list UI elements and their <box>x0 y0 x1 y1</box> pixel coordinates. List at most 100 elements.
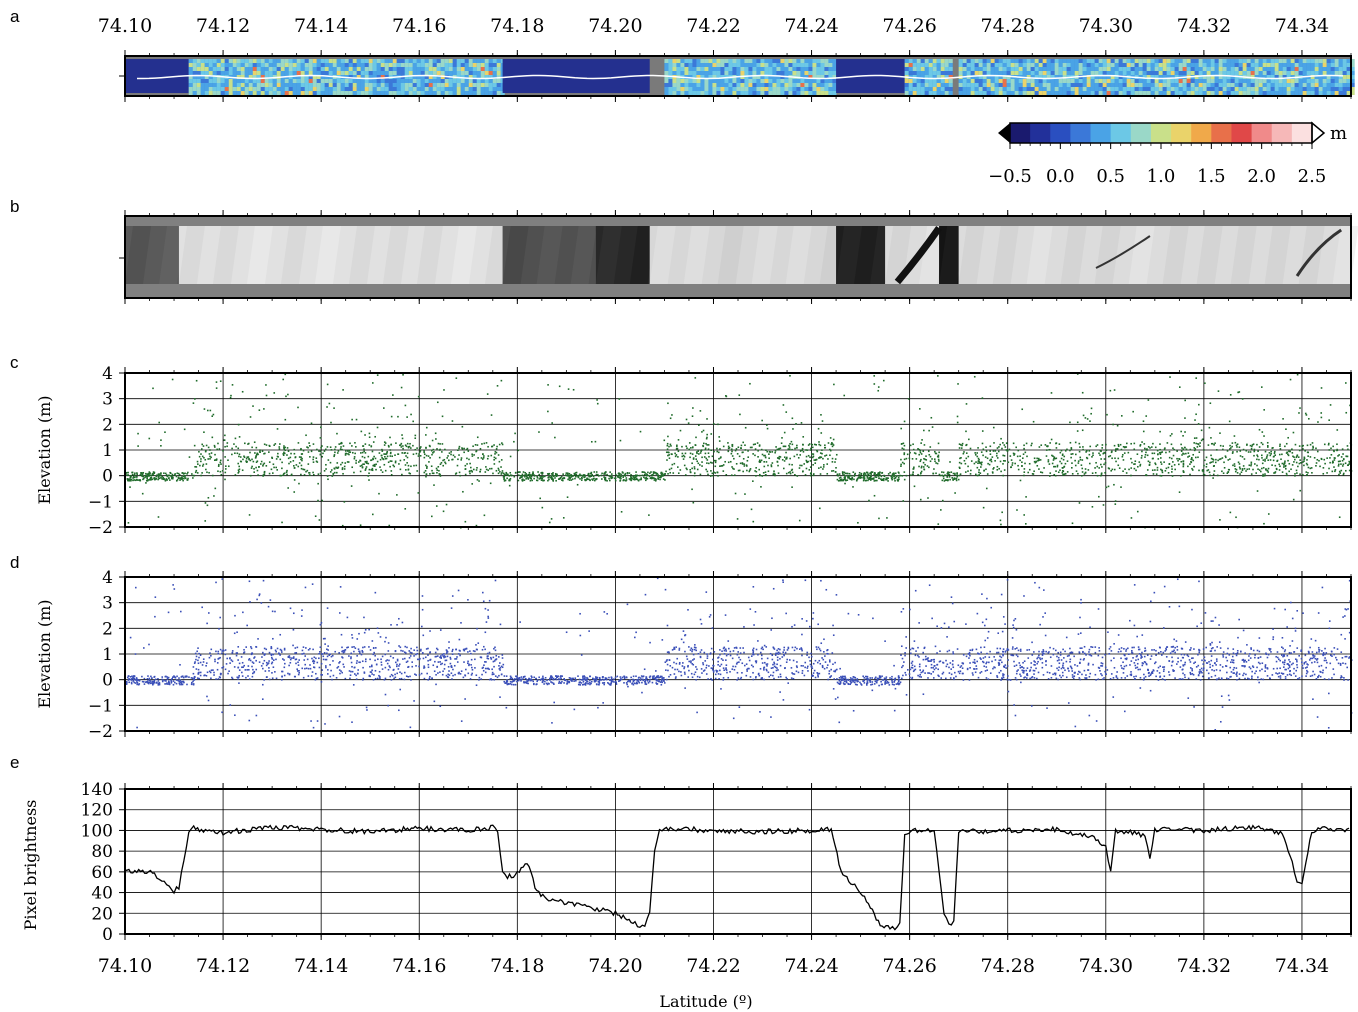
scatter-point <box>1239 455 1242 457</box>
panel-a-cell <box>904 71 909 75</box>
scatter-point <box>400 386 403 389</box>
scatter-point <box>387 444 390 447</box>
panel-a-cell <box>724 79 729 83</box>
scatter-point <box>722 470 725 472</box>
scatter-point <box>1171 433 1173 435</box>
scatter-point <box>758 459 761 462</box>
scatter-point <box>1010 466 1012 469</box>
scatter-point <box>528 475 531 477</box>
panel-a-cell <box>776 83 781 87</box>
scatter-point <box>319 472 322 475</box>
panel-a-cell <box>1194 71 1199 75</box>
scatter-point <box>195 469 198 472</box>
scatter-point <box>412 444 414 447</box>
panel-a-cell <box>1018 87 1023 91</box>
panel-a-cell <box>1110 63 1115 67</box>
scatter-point <box>872 478 875 480</box>
panel-a-cell <box>1094 79 1099 83</box>
panel-a-cell <box>1210 75 1215 79</box>
panel-a-cell <box>1102 91 1107 95</box>
scatter-point <box>373 455 375 458</box>
scatter-point <box>931 458 933 460</box>
panel-a-cell <box>256 59 261 63</box>
scatter-point <box>1238 466 1241 469</box>
panel-a-cell <box>1162 79 1167 83</box>
panel-a-cell <box>1294 87 1299 91</box>
panel-a-cell <box>1258 83 1263 87</box>
panel-a-cell <box>408 79 413 83</box>
panel-a-cell <box>1030 79 1035 83</box>
panel-a-cell <box>376 91 381 95</box>
panel-a-cell <box>1102 83 1107 87</box>
panel-a-cell <box>272 67 277 71</box>
panel-a-cell <box>1230 83 1235 87</box>
panel-a-cell <box>1142 59 1147 63</box>
scatter-point <box>408 472 411 474</box>
scatter-point <box>1263 522 1265 525</box>
scatter-point <box>433 484 435 486</box>
panel-a-cell <box>284 59 289 63</box>
panel-a-cell <box>1246 63 1251 67</box>
scatter-point <box>748 470 751 473</box>
panel-a-cell <box>368 59 373 63</box>
panel-a-cell <box>236 91 241 95</box>
scatter-point <box>1114 450 1117 452</box>
scatter-point <box>344 452 347 455</box>
panel-a-cell <box>408 87 413 91</box>
scatter-point <box>836 478 839 481</box>
scatter-point <box>151 478 154 481</box>
scatter-point <box>1249 444 1252 447</box>
panel-a-cell <box>284 63 289 67</box>
scatter-point <box>450 451 452 453</box>
scatter-point <box>1021 461 1023 464</box>
panel-a-cell <box>1122 79 1127 83</box>
panel-a-cell <box>1098 79 1103 83</box>
scatter-point <box>1098 452 1100 455</box>
scatter-point <box>1348 469 1351 472</box>
scatter-point <box>303 474 306 476</box>
scatter-point <box>952 479 955 481</box>
panel-a-cell <box>372 83 377 87</box>
scatter-point <box>880 475 883 478</box>
scatter-point <box>335 466 337 469</box>
scatter-point <box>639 478 641 481</box>
scatter-point <box>976 455 979 458</box>
panel-a-cell <box>304 75 309 79</box>
scatter-point <box>1103 451 1105 454</box>
panel-a-cell <box>824 71 829 75</box>
scatter-point <box>262 465 264 467</box>
panel-a-cell <box>200 79 205 83</box>
panel-a-cell <box>1186 59 1191 63</box>
scatter-point <box>876 479 878 482</box>
panel-a-cell <box>700 91 705 95</box>
panel-a-cell <box>812 67 817 71</box>
scatter-point <box>1075 470 1078 472</box>
scatter-point <box>410 465 412 468</box>
panel-a-cell <box>740 83 745 87</box>
scatter-point <box>1266 454 1269 456</box>
scatter-point <box>194 398 196 400</box>
panel-a-cell <box>820 87 825 91</box>
scatter-point <box>873 383 876 385</box>
panel-a-cell <box>904 59 909 63</box>
panel-a-cell <box>1290 91 1295 95</box>
scatter-point <box>931 426 934 428</box>
scatter-point <box>286 469 288 472</box>
scatter-point <box>1347 448 1349 451</box>
scatter-point <box>278 448 281 450</box>
panel-a-cell <box>966 83 971 87</box>
panel-a-cell <box>948 91 953 95</box>
scatter-point <box>157 473 160 475</box>
scatter-point <box>528 471 531 474</box>
scatter-point <box>500 459 503 461</box>
scatter-point <box>527 473 530 476</box>
scatter-point <box>635 475 637 478</box>
scatter-point <box>903 458 906 461</box>
scatter-point <box>1005 449 1008 451</box>
scatter-point <box>1003 444 1006 446</box>
scatter-point <box>791 486 793 488</box>
panel-a-cell <box>680 71 685 75</box>
scatter-point <box>844 475 846 478</box>
panel-a-cell <box>1266 63 1271 67</box>
panel-a-cell <box>192 83 197 87</box>
